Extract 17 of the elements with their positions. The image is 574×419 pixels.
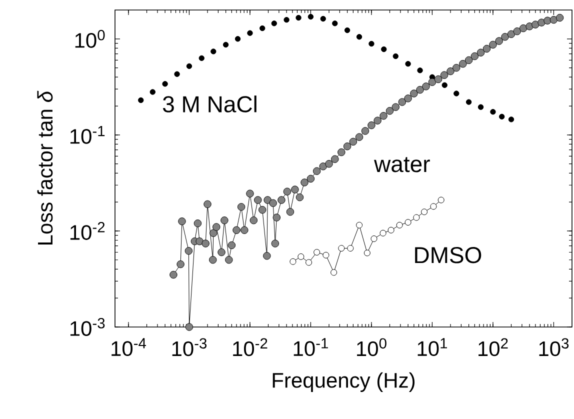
y-tick-label: 10$^{-1}$ [70,126,105,144]
x-axis-title: Frequency (Hz) [272,372,415,392]
y-tick-label: 10$^{-2}$ [70,222,105,240]
series-label: water [374,157,430,172]
x-tick-label: 10$^{0}$ [357,338,386,356]
x-tick-label: 10$^{1}$ [418,338,448,356]
x-tick-label: 10$^{-4}$ [112,338,146,356]
x-tick-label: 10$^{-1}$ [294,338,328,356]
y-tick-label: 10$^{-3}$ [70,318,105,336]
series-label: DMSO [415,247,482,264]
x-tick-label: 10$^{-2}$ [233,338,268,356]
legend-label: 3 M NaCl [162,96,256,112]
y-axis-title: Loss factor tan δ [37,90,53,244]
x-tick-label: 10$^{2}$ [478,338,508,356]
y-tick-label: 10$^{0}$ [75,30,105,48]
x-tick-label: 10$^{-3}$ [172,338,207,356]
x-tick-label: 10$^{3}$ [539,338,569,356]
